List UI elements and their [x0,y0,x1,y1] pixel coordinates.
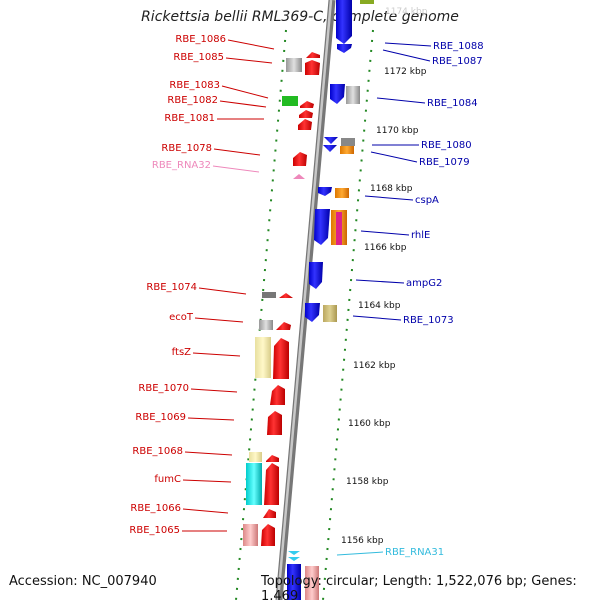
gene-rbe-1068[interactable] [266,455,279,462]
left-outer-track [235,29,287,600]
tick-labels: 1174 kbp 1172 kbp 1170 kbp 1168 kbp 1166… [341,7,428,546]
gene-label-ftsz[interactable]: ftsZ [172,347,191,358]
gene-label-rbe-1070[interactable]: RBE_1070 [138,383,189,394]
gene-rbe-1088[interactable] [336,0,352,44]
gene-label-fumc[interactable]: fumC [154,474,181,485]
gene-cspa[interactable] [318,187,332,196]
gene-label-rbe-1074[interactable]: RBE_1074 [146,282,197,293]
gene-rbe-1084[interactable] [330,84,345,104]
tick-label: 1158 kbp [346,477,389,487]
gene-rbe-1074-grey[interactable] [262,292,276,298]
gene-rbe-rna32[interactable] [293,174,305,179]
gene-fumc-cyan[interactable] [246,463,262,505]
gene-label-rbe-1078[interactable]: RBE_1078 [161,143,212,154]
tick-label: 1166 kbp [364,243,407,253]
gene-rbe-rna31-b[interactable] [288,557,300,561]
gene-rbe-1065-pink[interactable] [243,524,258,546]
gene-bottom-blue[interactable] [287,564,301,600]
gene-rbe-1079[interactable] [323,145,337,152]
tick-label: 1160 kbp [348,419,391,429]
gene-label-rbe-1085[interactable]: RBE_1085 [173,52,224,63]
gene-label-rbe-1065[interactable]: RBE_1065 [129,525,180,536]
tick-label: 1170 kbp [376,126,419,136]
tick-label: 1164 kbp [358,301,401,311]
gene-label-rbe-rna31[interactable]: RBE_RNA31 [385,547,444,558]
reverse-strand-genes [287,0,374,600]
gene-rbe-1073-khaki[interactable] [323,305,337,322]
gene-rbe-1078[interactable] [293,152,307,166]
gene-label-rbe-1079[interactable]: RBE_1079 [419,157,470,168]
gene-label-rbe-1086[interactable]: RBE_1086 [175,34,226,45]
gene-label-ecot[interactable]: ecoT [169,312,194,323]
gene-label-rbe-1066[interactable]: RBE_1066 [130,503,181,514]
gene-rbe-1084-grey[interactable] [346,86,360,104]
gene-rbe-1068-yellow[interactable] [249,452,262,462]
gene-fumc[interactable] [264,463,279,505]
gene-label-rbe-1083[interactable]: RBE_1083 [169,80,220,91]
tick-label: 1162 kbp [353,361,396,371]
left-gene-labels: RBE_1086 RBE_1085 RBE_1083 RBE_1082 RBE_… [129,34,226,536]
gene-rbe-rna31-a[interactable] [288,551,300,555]
tick-label: 1172 kbp [384,67,427,77]
gene-rhle[interactable] [314,209,330,245]
gene-rbe-1085-grey[interactable] [286,58,302,72]
gene-label-ampg2[interactable]: ampG2 [406,278,442,289]
accession-text: Accession: NC_007940 [9,574,157,589]
gene-rbe-1080-grey[interactable] [341,138,355,146]
gene-bottom-pink[interactable] [305,566,319,600]
right-gene-labels: RBE_1088 RBE_1087 RBE_1084 RBE_1080 RBE_… [385,41,484,558]
gene-label-cspa[interactable]: cspA [415,195,439,206]
gene-rbe-1082[interactable] [300,101,314,108]
tick-label: 1174 kbp [385,7,428,17]
gene-rbe-1079-orange[interactable] [340,146,354,154]
gene-rbe-1073[interactable] [305,303,320,322]
gene-rbe-1065[interactable] [261,524,275,546]
gene-ftsz-yellow[interactable] [255,337,271,378]
tick-label: 1156 kbp [341,536,384,546]
gene-label-rbe-1068[interactable]: RBE_1068 [132,446,183,457]
gene-rbe-1083[interactable] [282,96,298,106]
gene-rbe-1070[interactable] [270,385,285,405]
gene-rbe-1074[interactable] [279,293,293,298]
left-leader-lines [182,39,275,532]
gene-label-rbe-1081[interactable]: RBE_1081 [164,113,215,124]
gene-ecot[interactable] [276,322,291,330]
gene-rhle-magenta[interactable] [336,212,342,245]
genome-backbone-highlight [276,0,333,600]
gene-rbe-1081b[interactable] [298,119,312,130]
gene-rbe-1081a[interactable] [299,110,313,118]
topology-text: Topology: circular; Length: 1,522,076 bp… [261,574,577,600]
gene-rbe-1085[interactable] [305,60,320,75]
map-title: Rickettsia bellii RML369-C, complete gen… [141,9,459,25]
gene-rbe-1069[interactable] [267,411,282,435]
gene-rbe-1080[interactable] [324,137,338,144]
gene-rbe-1086[interactable] [306,52,320,58]
gene-label-rbe-1084[interactable]: RBE_1084 [427,98,478,109]
gene-label-rbe-1080[interactable]: RBE_1080 [421,140,472,151]
gene-ftsz[interactable] [273,338,289,379]
gene-label-rbe-1088[interactable]: RBE_1088 [433,41,484,52]
gene-label-rbe-1069[interactable]: RBE_1069 [135,412,186,423]
tick-label: 1168 kbp [370,184,413,194]
gene-cspa-orange[interactable] [335,188,349,198]
gene-ecot-grey[interactable] [259,320,273,330]
gene-label-rhle[interactable]: rhlE [411,230,430,241]
forward-strand-genes [243,52,320,546]
gene-ampg2[interactable] [309,262,323,289]
gene-label-rbe-1087[interactable]: RBE_1087 [432,56,483,67]
gene-rbe-1066[interactable] [263,509,276,518]
right-leader-lines [336,42,432,556]
gene-label-rbe-1082[interactable]: RBE_1082 [167,95,218,106]
gene-label-rbe-1073[interactable]: RBE_1073 [403,315,454,326]
gene-rbe-1087[interactable] [337,44,352,53]
gene-rbe-1088-olive[interactable] [360,0,374,4]
gene-label-rbe-rna32[interactable]: RBE_RNA32 [152,160,211,171]
